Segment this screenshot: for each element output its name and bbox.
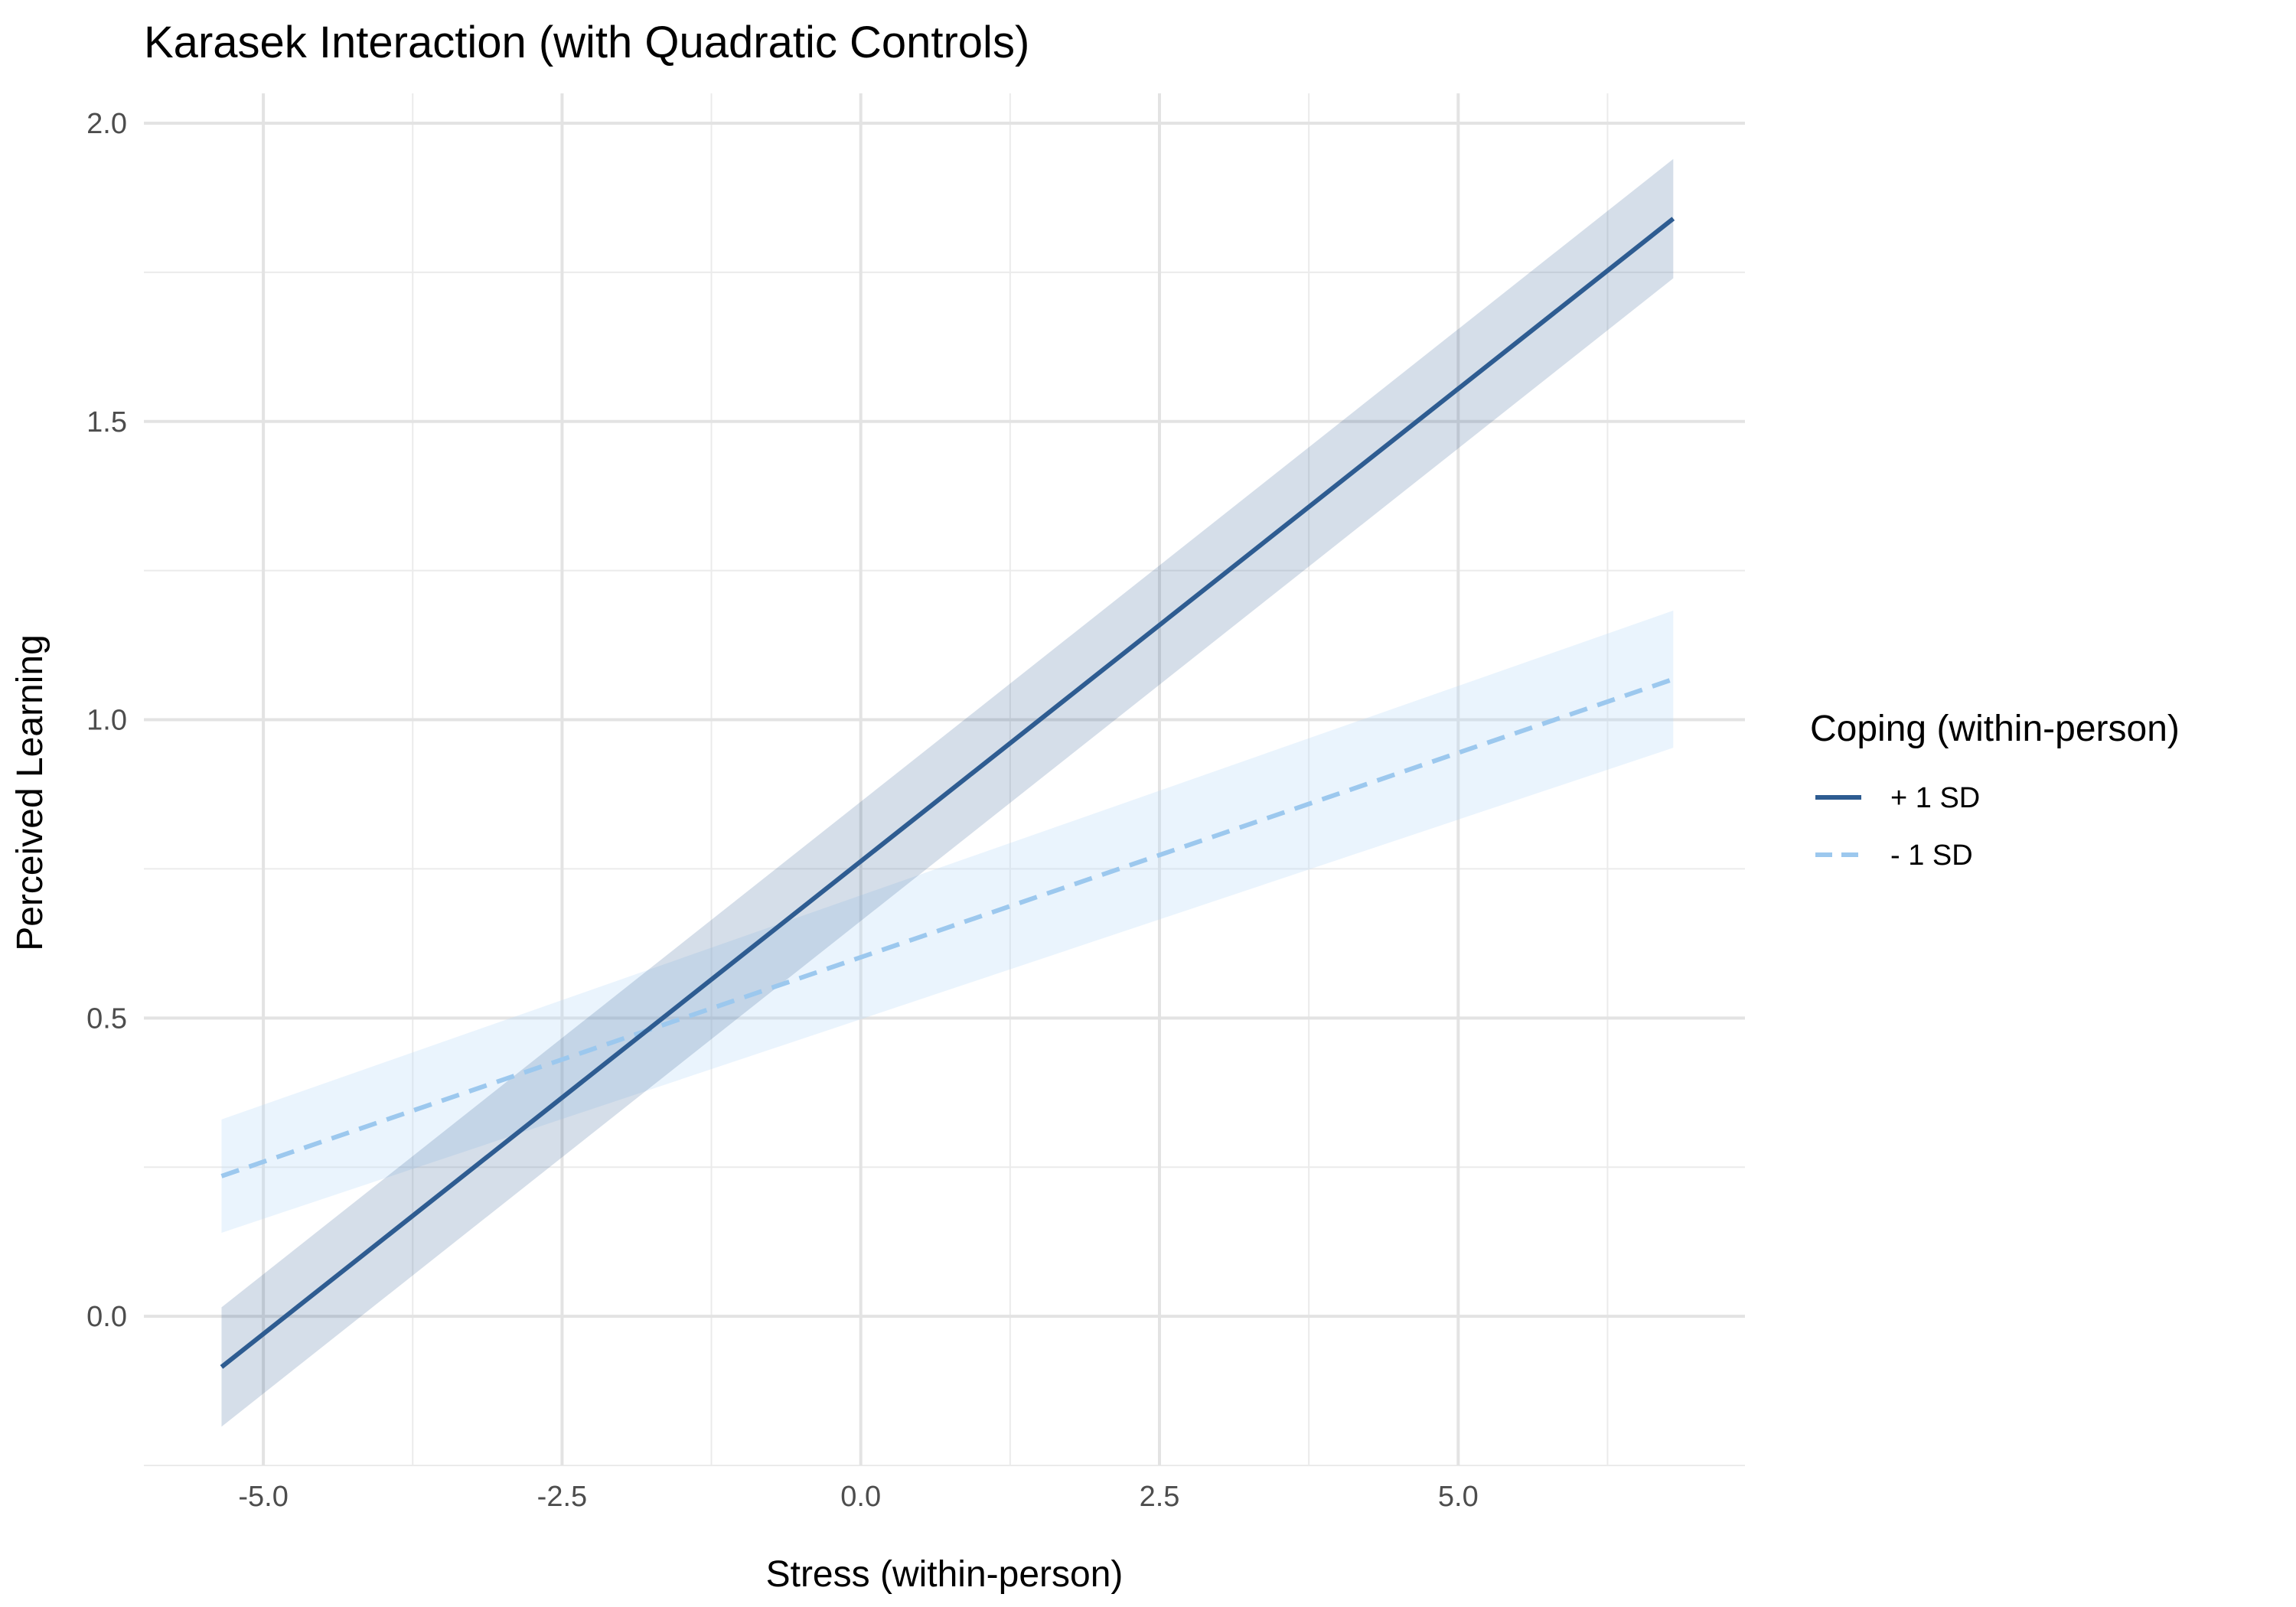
y-axis-title: Perceived Learning xyxy=(10,634,51,951)
x-tick-label: 2.5 xyxy=(1140,1481,1180,1513)
x-tick-label: 5.0 xyxy=(1438,1481,1479,1513)
legend-label: + 1 SD xyxy=(1890,782,1980,814)
legend-title: Coping (within-person) xyxy=(1810,709,2180,749)
chart-title: Karasek Interaction (with Quadratic Cont… xyxy=(144,18,1029,67)
legend-label: - 1 SD xyxy=(1890,839,1973,872)
series-lines xyxy=(220,217,1675,1369)
y-tick-label: 2.0 xyxy=(86,108,127,140)
x-tick-label: -2.5 xyxy=(537,1481,587,1513)
series-line xyxy=(220,217,1675,1369)
y-tick-label: 1.5 xyxy=(86,406,127,438)
x-tick-label: 0.0 xyxy=(840,1481,881,1513)
x-axis-ticks: -5.0 -2.5 0.0 2.5 5.0 xyxy=(238,1481,1478,1513)
series-line xyxy=(220,676,1675,1178)
y-tick-label: 1.0 xyxy=(86,705,127,737)
x-tick-label: -5.0 xyxy=(238,1481,288,1513)
grid xyxy=(144,93,1745,1466)
x-axis-title: Stress (within-person) xyxy=(766,1554,1124,1595)
y-tick-label: 0.0 xyxy=(86,1301,127,1333)
legend: Coping (within-person) + 1 SD - 1 SD xyxy=(1810,709,2180,872)
y-tick-label: 0.5 xyxy=(86,1002,127,1035)
y-axis-ticks: 0.0 0.5 1.0 1.5 2.0 xyxy=(86,108,127,1333)
